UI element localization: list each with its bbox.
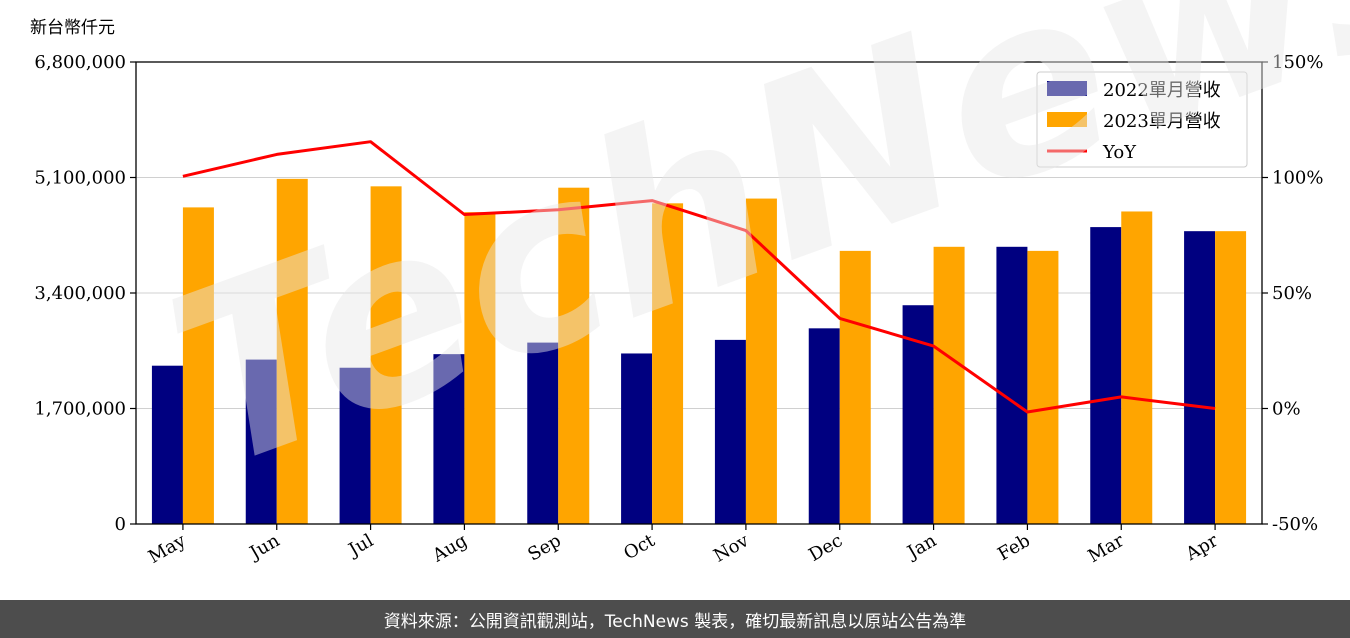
x-tick-label-may: May (145, 530, 190, 568)
y-right-tick-label: 50% (1272, 283, 1312, 304)
bar-2022-may (151, 365, 183, 524)
bar-2023-nov (745, 198, 777, 524)
x-tick-label-mar: Mar (1085, 530, 1129, 567)
legend: 2022單月營收 2023單月營收 YoY (1036, 71, 1248, 168)
bar-2022-dec (808, 328, 840, 524)
legend-label-2: YoY (1102, 142, 1137, 163)
bar-2022-sep (527, 342, 559, 524)
y-left-tick-label: 5,100,000 (34, 168, 126, 189)
bar-2023-jul (370, 186, 402, 525)
bar-2022-oct (621, 353, 653, 524)
legend-swatch-0 (1047, 81, 1087, 96)
source-text: 資料來源：公開資訊觀測站，TechNews 製表，確切最新訊息以原站公告為準 (383, 611, 967, 632)
y-left-tick-label: 3,400,000 (34, 283, 126, 304)
y-left-tick-label: 0 (115, 514, 126, 535)
legend-swatch-1 (1047, 112, 1087, 127)
bar-2022-mar (1090, 227, 1122, 525)
yoy-line (182, 140, 1216, 414)
source-footer: 資料來源：公開資訊觀測站，TechNews 製表，確切最新訊息以原站公告為準 (0, 600, 1350, 638)
bar-2023-mar (1121, 211, 1153, 524)
x-tick-label-oct: Oct (620, 530, 659, 565)
y-right-tick-label: 150% (1272, 52, 1323, 73)
bar-2023-oct (652, 203, 684, 525)
x-tick-label-dec: Dec (805, 530, 846, 566)
bar-2022-feb (996, 246, 1028, 525)
bar-2022-aug (433, 354, 465, 524)
x-tick-label-sep: Sep (524, 530, 564, 565)
x-tick-label-jan: Jan (902, 530, 940, 564)
bar-2023-sep (558, 187, 590, 525)
y-left-tick-label: 6,800,000 (34, 52, 126, 73)
y-right-tick-label: -50% (1272, 514, 1318, 535)
x-tick-label-jul: Jul (344, 530, 378, 562)
chart-area: 新台幣仟元 0 1,700,000 3,400,000 5,100,000 6,800,… (30, 18, 1323, 568)
bar-2022-jul (339, 367, 371, 524)
bar-2023-apr (1215, 231, 1247, 524)
y-axis-unit-label: 新台幣仟元 (30, 18, 115, 38)
revenue-chart: 新台幣仟元 0 1,700,000 3,400,000 5,100,000 6,800,… (30, 18, 1323, 568)
bar-2023-aug (464, 212, 496, 524)
bar-2023-may (182, 207, 214, 525)
legend-label-1: 2023單月營收 (1103, 111, 1221, 132)
bar-2023-feb (1027, 250, 1059, 524)
bars (151, 178, 1247, 525)
bar-2023-jun (276, 178, 308, 524)
legend-label-0: 2022單月營收 (1103, 80, 1221, 101)
y-right-tick-label: 0% (1272, 399, 1301, 420)
bar-2023-jan (933, 246, 965, 525)
y-left-tick-label: 1,700,000 (34, 399, 126, 420)
yoy-line-layer (182, 140, 1216, 414)
y-right-tick-label: 100% (1272, 168, 1323, 189)
x-tick-label-jun: Jun (245, 530, 284, 565)
bar-2022-nov (714, 339, 746, 524)
bar-2022-jun (245, 359, 277, 524)
x-tick-label-aug: Aug (428, 530, 471, 567)
x-tick-label-nov: Nov (710, 530, 753, 567)
bar-2022-apr (1184, 231, 1216, 524)
bar-2023-dec (839, 250, 871, 524)
legend-box (1036, 71, 1248, 168)
x-tick-label-apr: Apr (1182, 530, 1222, 565)
x-tick-label-feb: Feb (994, 530, 1034, 565)
